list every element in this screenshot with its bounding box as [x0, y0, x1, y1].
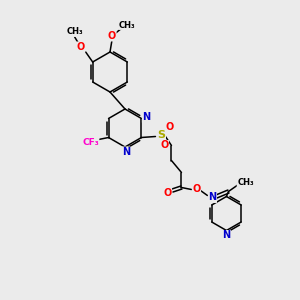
Text: N: N: [142, 112, 151, 122]
Text: S: S: [158, 130, 166, 140]
Text: N: N: [122, 147, 130, 157]
Text: O: O: [160, 140, 169, 151]
Text: CF₃: CF₃: [82, 138, 99, 147]
Text: N: N: [222, 230, 230, 241]
Text: O: O: [163, 188, 172, 197]
Text: CH₃: CH₃: [66, 28, 83, 37]
Text: CH₃: CH₃: [237, 178, 254, 187]
Text: O: O: [108, 31, 116, 41]
Text: O: O: [165, 122, 174, 131]
Text: O: O: [76, 42, 85, 52]
Text: N: N: [208, 193, 217, 202]
Text: O: O: [192, 184, 201, 194]
Text: CH₃: CH₃: [119, 20, 135, 29]
